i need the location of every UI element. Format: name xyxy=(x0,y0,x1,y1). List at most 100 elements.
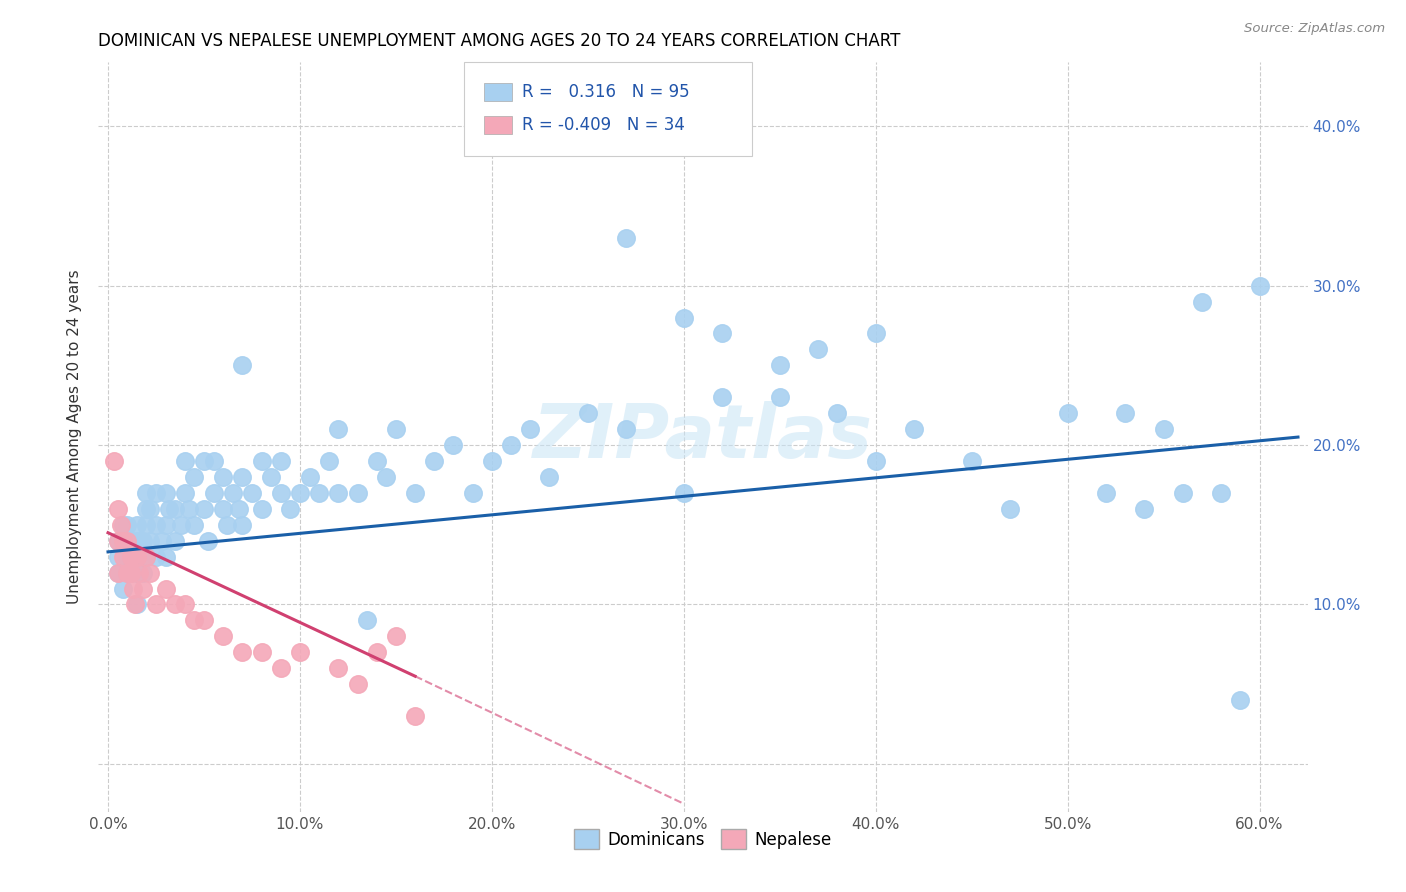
Point xyxy=(145,549,167,564)
Point xyxy=(125,517,148,532)
Point xyxy=(1249,278,1271,293)
Point xyxy=(135,517,157,532)
Point xyxy=(212,629,235,643)
Point xyxy=(711,390,734,404)
Point xyxy=(903,422,925,436)
Point xyxy=(173,598,195,612)
Point xyxy=(328,422,350,436)
Point xyxy=(115,549,138,564)
Point xyxy=(807,343,830,357)
Point xyxy=(145,598,167,612)
Point xyxy=(139,566,162,580)
Point xyxy=(499,438,522,452)
Point xyxy=(250,454,273,468)
Point xyxy=(135,549,157,564)
Point xyxy=(107,566,129,580)
Point xyxy=(202,454,225,468)
Point xyxy=(288,486,311,500)
Point xyxy=(125,549,148,564)
Point xyxy=(128,566,150,580)
Point xyxy=(165,598,187,612)
Point xyxy=(404,486,426,500)
Point xyxy=(103,454,125,468)
Point xyxy=(170,517,193,532)
Point xyxy=(231,359,253,373)
Point xyxy=(125,598,148,612)
Point xyxy=(115,566,138,580)
Point xyxy=(280,501,302,516)
Point xyxy=(112,517,135,532)
Point xyxy=(145,517,167,532)
Point xyxy=(215,517,238,532)
Point xyxy=(231,645,253,659)
Point xyxy=(576,406,599,420)
Point xyxy=(183,517,205,532)
Point xyxy=(165,533,187,548)
Point xyxy=(231,517,253,532)
Point xyxy=(222,486,245,500)
Point xyxy=(366,454,388,468)
Point xyxy=(165,501,187,516)
Point xyxy=(538,470,561,484)
Point xyxy=(1056,406,1078,420)
Point xyxy=(155,582,177,596)
Point xyxy=(107,501,129,516)
Point xyxy=(375,470,398,484)
Point xyxy=(1229,693,1251,707)
Point xyxy=(240,486,263,500)
Point xyxy=(288,645,311,659)
Point xyxy=(228,501,250,516)
Point xyxy=(385,422,408,436)
Point xyxy=(270,661,292,675)
Point xyxy=(443,438,465,452)
Point xyxy=(366,645,388,659)
Point xyxy=(125,566,148,580)
Point xyxy=(960,454,983,468)
Point xyxy=(423,454,446,468)
Point xyxy=(107,549,129,564)
Point xyxy=(125,533,148,548)
Point xyxy=(328,661,350,675)
Text: Source: ZipAtlas.com: Source: ZipAtlas.com xyxy=(1244,22,1385,36)
Point xyxy=(124,598,146,612)
Point xyxy=(173,454,195,468)
Point xyxy=(461,486,484,500)
Point xyxy=(212,501,235,516)
Point xyxy=(131,566,153,580)
Point xyxy=(145,486,167,500)
Point xyxy=(112,533,135,548)
Point xyxy=(346,486,368,500)
Point xyxy=(614,422,637,436)
Point xyxy=(183,470,205,484)
Point xyxy=(404,709,426,723)
Point xyxy=(1095,486,1118,500)
Point xyxy=(120,549,142,564)
Point xyxy=(481,454,503,468)
Point xyxy=(1133,501,1156,516)
Point xyxy=(107,533,129,548)
Point xyxy=(131,582,153,596)
Text: ZIPatlas: ZIPatlas xyxy=(533,401,873,474)
Text: DOMINICAN VS NEPALESE UNEMPLOYMENT AMONG AGES 20 TO 24 YEARS CORRELATION CHART: DOMINICAN VS NEPALESE UNEMPLOYMENT AMONG… xyxy=(98,32,901,50)
Point xyxy=(260,470,283,484)
Point xyxy=(150,533,173,548)
Point xyxy=(193,614,215,628)
Point xyxy=(998,501,1021,516)
Point xyxy=(672,486,695,500)
Point xyxy=(1171,486,1194,500)
Point xyxy=(328,486,350,500)
Point xyxy=(139,501,162,516)
Point xyxy=(827,406,849,420)
Point xyxy=(1114,406,1136,420)
Point xyxy=(107,566,129,580)
Point xyxy=(193,501,215,516)
Point xyxy=(120,566,142,580)
Point xyxy=(115,533,138,548)
Point xyxy=(711,326,734,341)
Text: R =   0.316   N = 95: R = 0.316 N = 95 xyxy=(522,83,689,101)
Point xyxy=(202,486,225,500)
Point xyxy=(356,614,378,628)
Point xyxy=(270,486,292,500)
Point xyxy=(769,359,792,373)
Point xyxy=(308,486,330,500)
